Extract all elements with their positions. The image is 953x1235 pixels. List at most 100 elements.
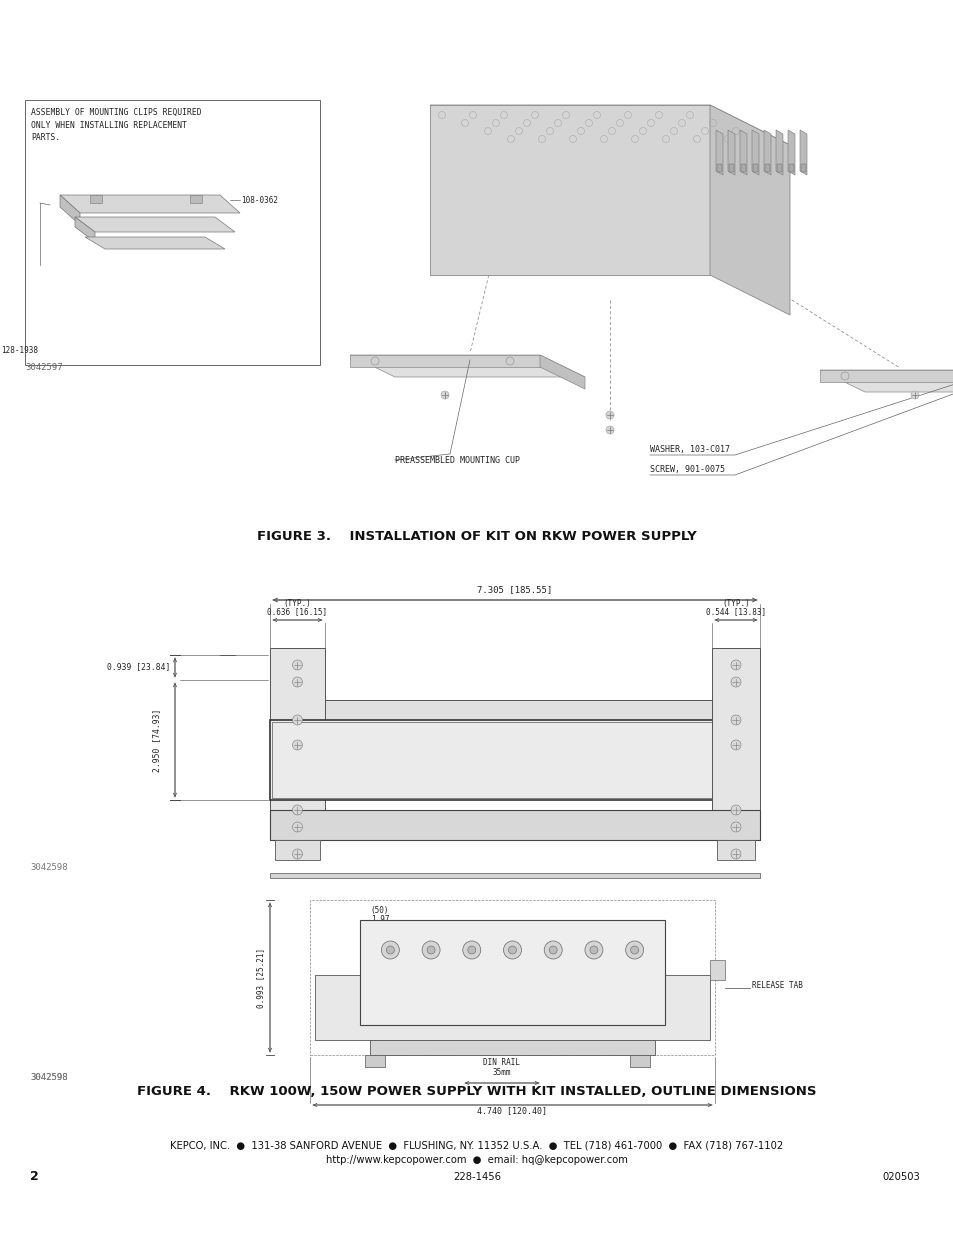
Bar xyxy=(752,164,758,172)
Bar xyxy=(272,722,758,798)
Circle shape xyxy=(625,941,643,960)
Bar xyxy=(274,840,319,860)
Bar xyxy=(370,1040,655,1055)
Circle shape xyxy=(293,740,302,750)
Bar xyxy=(270,648,325,840)
Text: 3042598: 3042598 xyxy=(30,1073,68,1082)
Polygon shape xyxy=(60,195,240,212)
Polygon shape xyxy=(60,195,80,225)
Circle shape xyxy=(293,848,302,860)
Text: PREASSEMBLED MOUNTING CUP: PREASSEMBLED MOUNTING CUP xyxy=(395,456,519,466)
Polygon shape xyxy=(716,130,722,175)
Text: 35mm: 35mm xyxy=(493,1068,511,1077)
Polygon shape xyxy=(85,237,225,249)
Circle shape xyxy=(730,805,740,815)
Polygon shape xyxy=(75,217,95,242)
Circle shape xyxy=(293,805,302,815)
Circle shape xyxy=(508,946,516,953)
Polygon shape xyxy=(430,105,789,144)
Text: FIGURE 4.    RKW 100W, 150W POWER SUPPLY WITH KIT INSTALLED, OUTLINE DIMENSIONS: FIGURE 4. RKW 100W, 150W POWER SUPPLY WI… xyxy=(137,1086,816,1098)
Polygon shape xyxy=(740,130,746,175)
Polygon shape xyxy=(775,130,782,175)
Text: http://www.kepcopower.com  ●  email: hq@kepcopower.com: http://www.kepcopower.com ● email: hq@ke… xyxy=(326,1155,627,1165)
Bar xyxy=(764,164,769,172)
Text: KEPCO, INC.  ●  131-38 SANFORD AVENUE  ●  FLUSHING, NY. 11352 U.S.A.  ●  TEL (71: KEPCO, INC. ● 131-38 SANFORD AVENUE ● FL… xyxy=(171,1140,782,1150)
Text: 0.636 [16.15]: 0.636 [16.15] xyxy=(267,606,327,616)
Polygon shape xyxy=(539,354,584,389)
Circle shape xyxy=(730,740,740,750)
Bar xyxy=(270,810,760,840)
Text: 0.993 [25.21]: 0.993 [25.21] xyxy=(255,947,265,1008)
Polygon shape xyxy=(727,130,734,175)
Circle shape xyxy=(293,823,302,832)
Text: 3042598: 3042598 xyxy=(30,863,68,872)
Bar xyxy=(314,974,709,1040)
Circle shape xyxy=(293,677,302,687)
Text: 3042598: 3042598 xyxy=(30,1073,68,1082)
Circle shape xyxy=(386,946,394,953)
Text: (50): (50) xyxy=(371,906,389,915)
Circle shape xyxy=(584,941,602,960)
Bar xyxy=(776,164,781,172)
Polygon shape xyxy=(820,370,953,391)
Text: RELEASE TAB: RELEASE TAB xyxy=(751,981,802,989)
Text: DIN RAIL: DIN RAIL xyxy=(483,1058,520,1067)
Bar xyxy=(25,100,319,366)
Text: 108-0362: 108-0362 xyxy=(241,195,277,205)
Circle shape xyxy=(605,411,614,419)
Text: 2.950 [74.93]: 2.950 [74.93] xyxy=(152,709,161,772)
Circle shape xyxy=(381,941,399,960)
Text: 1.97: 1.97 xyxy=(371,915,389,924)
Bar xyxy=(717,840,754,860)
Circle shape xyxy=(549,946,557,953)
Circle shape xyxy=(421,941,439,960)
Circle shape xyxy=(427,946,435,953)
Circle shape xyxy=(440,391,449,399)
Polygon shape xyxy=(751,130,759,175)
Text: 7.305 [185.55]: 7.305 [185.55] xyxy=(476,585,552,594)
Bar xyxy=(709,960,724,981)
Bar xyxy=(365,1055,385,1067)
Bar xyxy=(270,720,760,800)
Polygon shape xyxy=(763,130,770,175)
Circle shape xyxy=(730,848,740,860)
Circle shape xyxy=(293,659,302,671)
Bar xyxy=(801,164,805,172)
Circle shape xyxy=(730,823,740,832)
Text: (TYP.): (TYP.) xyxy=(283,599,311,608)
Bar xyxy=(629,1055,649,1067)
Polygon shape xyxy=(709,105,789,315)
Bar xyxy=(711,648,760,840)
Circle shape xyxy=(630,946,638,953)
Bar xyxy=(717,164,721,172)
Bar xyxy=(325,700,711,720)
Circle shape xyxy=(730,715,740,725)
Circle shape xyxy=(543,941,561,960)
Text: 4.740 [120.40]: 4.740 [120.40] xyxy=(477,1107,547,1115)
Polygon shape xyxy=(820,370,953,382)
Bar xyxy=(90,195,102,203)
Circle shape xyxy=(467,946,476,953)
Text: 2: 2 xyxy=(30,1170,39,1183)
Circle shape xyxy=(730,659,740,671)
Text: 128-1938: 128-1938 xyxy=(1,346,38,354)
Bar xyxy=(788,164,793,172)
Polygon shape xyxy=(350,354,584,377)
Circle shape xyxy=(589,946,598,953)
Polygon shape xyxy=(800,130,806,175)
Bar xyxy=(359,920,664,1025)
Polygon shape xyxy=(350,354,539,367)
Text: 3042597: 3042597 xyxy=(25,363,63,372)
Text: 020503: 020503 xyxy=(882,1172,919,1182)
Text: (TYP.): (TYP.) xyxy=(721,599,749,608)
Circle shape xyxy=(605,426,614,433)
Text: WASHER, 103-C017: WASHER, 103-C017 xyxy=(649,445,729,454)
Bar xyxy=(270,873,760,878)
Text: 0.939 [23.84]: 0.939 [23.84] xyxy=(107,662,170,672)
Circle shape xyxy=(730,677,740,687)
Circle shape xyxy=(910,391,918,399)
Polygon shape xyxy=(430,105,709,275)
Text: 0.544 [13.83]: 0.544 [13.83] xyxy=(705,606,765,616)
Text: ASSEMBLY OF MOUNTING CLIPS REQUIRED
ONLY WHEN INSTALLING REPLACEMENT
PARTS.: ASSEMBLY OF MOUNTING CLIPS REQUIRED ONLY… xyxy=(30,107,201,142)
Polygon shape xyxy=(75,217,234,232)
